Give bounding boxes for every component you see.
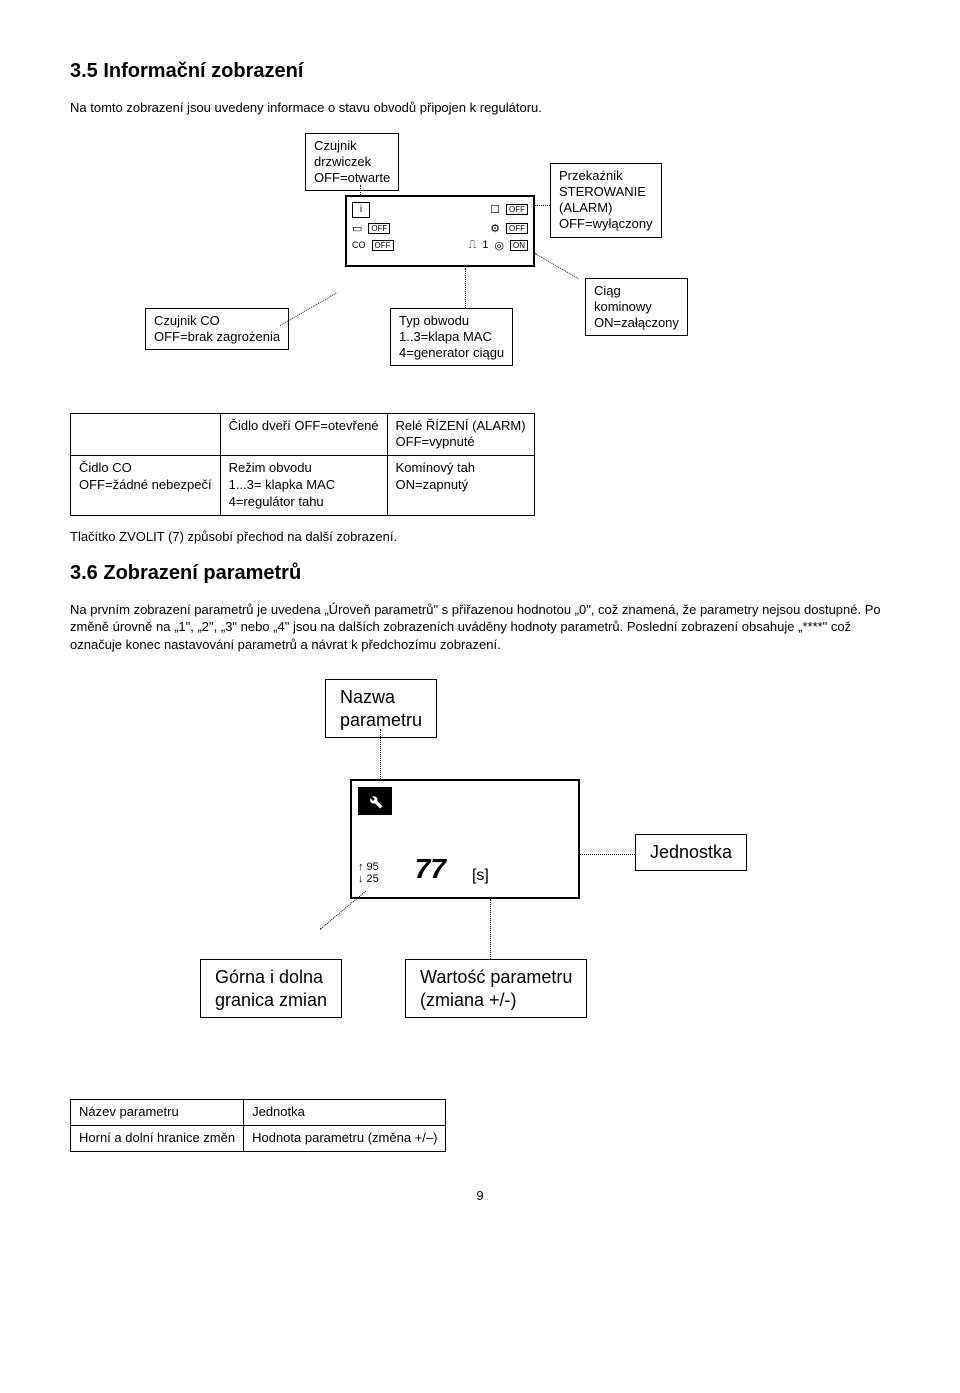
lower-limit: ↓ 25 bbox=[358, 873, 379, 885]
t1-r0c1: Čidlo dveří OFF=otevřené bbox=[220, 413, 387, 456]
one-text: 1 bbox=[482, 239, 488, 251]
co-icon: CO bbox=[352, 240, 366, 250]
fan-icon: ⚙ bbox=[490, 222, 500, 235]
damper-icon: ⎍ bbox=[469, 239, 477, 252]
off-badge-1: OFF bbox=[506, 204, 528, 215]
limits-display: ↑ 95 ↓ 25 bbox=[358, 861, 379, 885]
page-number: 9 bbox=[70, 1188, 890, 1203]
connector-line bbox=[535, 253, 579, 279]
t2-r0c0: Název parametru bbox=[71, 1100, 244, 1126]
off-badge-2: OFF bbox=[368, 223, 390, 234]
t1-r1c0: Čidlo CO OFF=žádné nebezpečí bbox=[71, 456, 221, 516]
relay-icon: ◎ bbox=[494, 239, 504, 252]
upper-limit: ↑ 95 bbox=[358, 861, 379, 873]
zvolit-text: Tlačítko ZVOLIT (7) způsobí přechod na d… bbox=[70, 528, 890, 546]
lcd-panel-1: i ☐ OFF ▭ OFF ⚙ OFF CO OFF ⎍ 1 ◎ ON bbox=[345, 195, 535, 267]
t2-r1c1: Hodnota parametru (změna +/–) bbox=[244, 1126, 446, 1152]
connector-line bbox=[360, 185, 361, 197]
label-granica: Górna i dolna granica zmian bbox=[200, 959, 342, 1018]
connector-line bbox=[535, 205, 550, 206]
label-jednostka: Jednostka bbox=[635, 834, 747, 871]
wrench-icon bbox=[358, 787, 392, 815]
off-text: ☐ bbox=[490, 203, 500, 216]
connector-line bbox=[580, 854, 635, 855]
t2-r0c1: Jednotka bbox=[244, 1100, 446, 1126]
section-35-intro: Na tomto zobrazení jsou uvedeny informac… bbox=[70, 99, 890, 117]
t1-r1c2: Komínový tah ON=zapnutý bbox=[387, 456, 534, 516]
label-typ-obwodu: Typ obwodu 1..3=klapa MAC 4=generator ci… bbox=[390, 308, 513, 367]
param-unit: [s] bbox=[472, 867, 489, 885]
t2-r1c0: Horní a dolní hranice změn bbox=[71, 1126, 244, 1152]
lcd-panel-2: ↑ 95 ↓ 25 77 [s] bbox=[350, 779, 580, 899]
translation-table-2: Název parametru Jednotka Horní a dolní h… bbox=[70, 1099, 446, 1152]
label-czujnik-co: Czujnik CO OFF=brak zagrożenia bbox=[145, 308, 289, 351]
connector-line bbox=[490, 899, 491, 959]
connector-line bbox=[465, 268, 466, 308]
connector-line bbox=[320, 891, 367, 930]
on-badge: ON bbox=[510, 240, 528, 251]
diagram-2: Nazwa parametru Jednostka Górna i dolna … bbox=[70, 669, 890, 1089]
label-czujnik-drzwiczek: Czujnik drzwiczek OFF=otwarte bbox=[305, 133, 399, 192]
label-wartosc: Wartość parametru (zmiana +/-) bbox=[405, 959, 587, 1018]
section-35-heading: 3.5 Informační zobrazení bbox=[70, 60, 890, 83]
translation-table-1: Čidlo dveří OFF=otevřené Relé ŘÍZENÍ (AL… bbox=[70, 413, 535, 516]
door-icon: ▭ bbox=[352, 222, 362, 235]
label-nazwa: Nazwa parametru bbox=[325, 679, 437, 738]
param-value: 77 bbox=[415, 853, 446, 885]
off-badge-3: OFF bbox=[506, 223, 528, 234]
t1-r0c2: Relé ŘÍZENÍ (ALARM) OFF=vypnuté bbox=[387, 413, 534, 456]
label-przekaznik: Przekaźnik STEROWANIE (ALARM) OFF=wyłącz… bbox=[550, 163, 662, 238]
section-36-heading: 3.6 Zobrazení parametrů bbox=[70, 562, 890, 585]
section-36-intro: Na prvním zobrazení parametrů je uvedena… bbox=[70, 601, 890, 654]
label-ciag: Ciąg kominowy ON=załączony bbox=[585, 278, 688, 337]
diagram-1: Czujnik drzwiczek OFF=otwarte Przekaźnik… bbox=[70, 133, 890, 393]
t1-r1c1: Režim obvodu 1...3= klapka MAC 4=regulát… bbox=[220, 456, 387, 516]
t1-r0c0 bbox=[71, 413, 221, 456]
info-icon: i bbox=[352, 202, 370, 218]
connector-line bbox=[380, 729, 381, 779]
off-badge-4: OFF bbox=[372, 240, 394, 251]
